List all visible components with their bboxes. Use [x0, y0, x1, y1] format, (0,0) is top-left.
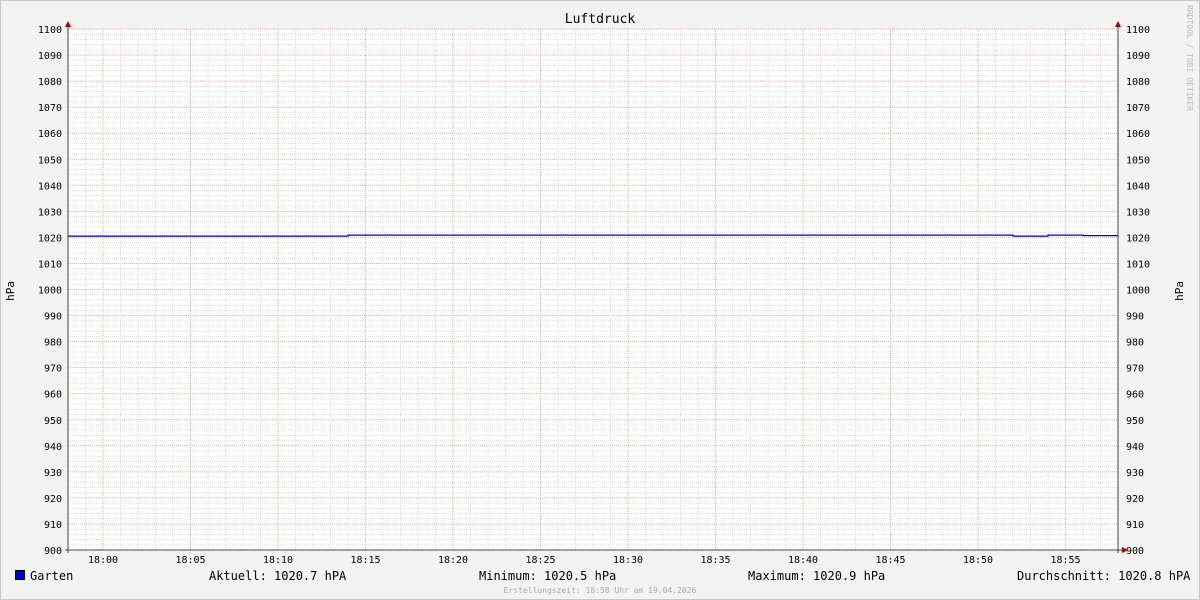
- y-tick-label-right: 930: [1126, 468, 1144, 479]
- y-tick-label-left: 920: [44, 494, 62, 505]
- legend-min: Minimum: 1020.5 hPa: [479, 569, 617, 583]
- y-tick-label-right: 960: [1126, 390, 1144, 401]
- y-tick-label-right: 1080: [1126, 77, 1150, 88]
- x-tick-label: 18:05: [175, 555, 205, 566]
- y-tick-label-left: 1050: [38, 155, 62, 166]
- y-tick-label-right: 990: [1126, 312, 1144, 323]
- y-tick-label-left: 1020: [38, 233, 62, 244]
- y-tick-label-right: 1060: [1126, 129, 1150, 140]
- x-tick-label: 18:15: [350, 555, 380, 566]
- legend-current: Aktuell: 1020.7 hPA: [209, 569, 347, 583]
- y-tick-label-left: 900: [44, 546, 62, 557]
- legend-series: Garten: [15, 569, 73, 583]
- y-tick-label-right: 1030: [1126, 207, 1150, 218]
- y-tick-label-right: 1010: [1126, 259, 1150, 270]
- legend-avg: Durchschnitt: 1020.8 hPA: [1017, 569, 1191, 583]
- y-tick-label-left: 1070: [38, 103, 62, 114]
- y-tick-label-right: 970: [1126, 364, 1144, 375]
- x-tick-label: 18:40: [788, 555, 818, 566]
- y-tick-label-right: 1000: [1126, 286, 1150, 297]
- x-tick-label: 18:25: [525, 555, 555, 566]
- y-tick-label-right: 980: [1126, 338, 1144, 349]
- y-tick-label-right: 1040: [1126, 181, 1150, 192]
- y-tick-label-left: 1000: [38, 286, 62, 297]
- y-tick-label-left: 1060: [38, 129, 62, 140]
- y-tick-label-left: 1030: [38, 207, 62, 218]
- legend-max: Maximum: 1020.9 hPa: [748, 569, 886, 583]
- y-tick-label-right: 910: [1126, 520, 1144, 531]
- y-tick-label-left: 1080: [38, 77, 62, 88]
- y-axis-label-left: hPa: [4, 281, 17, 301]
- y-axis-arrow-right: [1115, 21, 1121, 27]
- y-tick-label-left: 910: [44, 520, 62, 531]
- x-tick-label: 18:00: [88, 555, 118, 566]
- y-tick-label-left: 1100: [38, 25, 62, 36]
- y-axis-arrow-left: [65, 21, 71, 27]
- chart-title: Luftdruck: [564, 12, 636, 27]
- y-tick-label-left: 940: [44, 442, 62, 453]
- x-tick-label: 18:30: [613, 555, 643, 566]
- y-tick-label-right: 1100: [1126, 25, 1150, 36]
- x-tick-label: 18:50: [963, 555, 993, 566]
- watermark: RRDTOOL / TOBI OETIKER: [1185, 5, 1194, 111]
- legend-label: Garten: [30, 569, 74, 583]
- y-axis-label-right: hPa: [1173, 281, 1186, 301]
- y-tick-label-left: 960: [44, 390, 62, 401]
- x-tick-label: 18:35: [700, 555, 730, 566]
- series-line-garten: [68, 234, 1118, 237]
- y-tick-label-left: 1010: [38, 259, 62, 270]
- y-tick-label-right: 950: [1126, 416, 1144, 427]
- y-tick-label-right: 940: [1126, 442, 1144, 453]
- created-timestamp: Erstellungszeit: 18:58 Uhr am 19.04.2026: [503, 586, 697, 595]
- y-tick-label-left: 980: [44, 338, 62, 349]
- y-tick-label-right: 1020: [1126, 233, 1150, 244]
- y-tick-label-left: 1090: [38, 51, 62, 62]
- y-tick-label-right: 1050: [1126, 155, 1150, 166]
- x-axis-arrow: [1122, 547, 1128, 553]
- x-tick-label: 18:20: [438, 555, 468, 566]
- y-tick-label-right: 900: [1126, 546, 1144, 557]
- y-tick-label-left: 950: [44, 416, 62, 427]
- x-tick-label: 18:10: [263, 555, 293, 566]
- y-tick-label-right: 1090: [1126, 51, 1150, 62]
- y-tick-label-left: 990: [44, 312, 62, 323]
- legend-swatch: [15, 570, 25, 580]
- x-tick-label: 18:45: [875, 555, 905, 566]
- y-tick-label-right: 920: [1126, 494, 1144, 505]
- y-tick-label-left: 1040: [38, 181, 62, 192]
- y-tick-label-left: 970: [44, 364, 62, 375]
- x-tick-label: 18:55: [1050, 555, 1080, 566]
- y-tick-label-right: 1070: [1126, 103, 1150, 114]
- y-tick-label-left: 930: [44, 468, 62, 479]
